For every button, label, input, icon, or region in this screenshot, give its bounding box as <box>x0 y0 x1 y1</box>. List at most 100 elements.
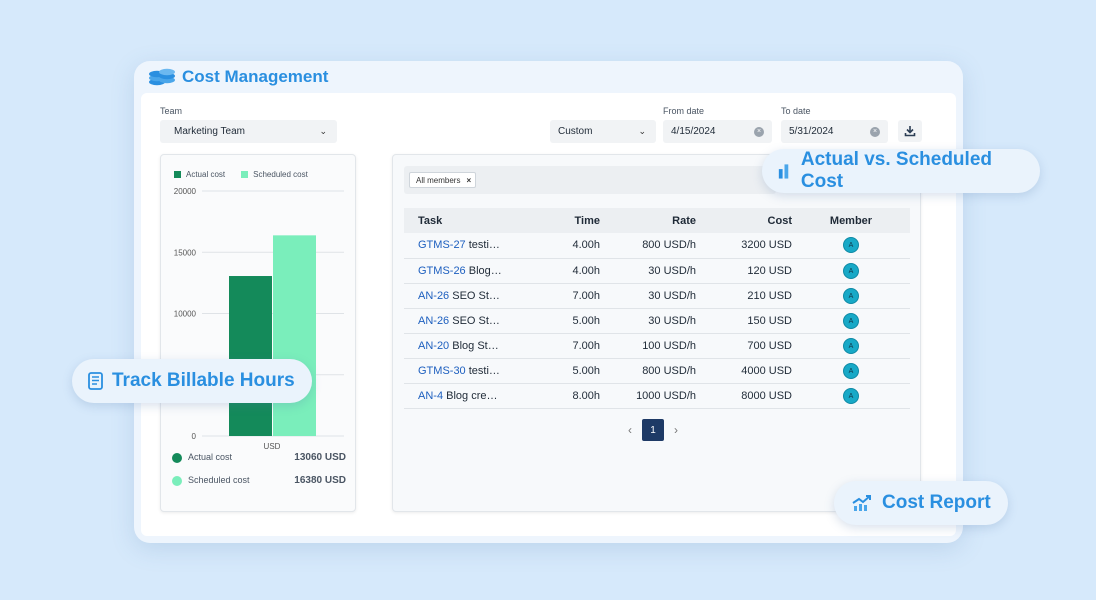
col-time[interactable]: Time <box>516 208 600 233</box>
team-select[interactable]: Marketing Team ⌄ <box>160 120 337 143</box>
task-key-link[interactable]: GTMS-27 <box>418 239 466 252</box>
from-date-input[interactable]: 4/15/2024 × <box>663 120 772 143</box>
callout-cost-report-text: Cost Report <box>882 492 991 513</box>
table-row[interactable]: GTMS-27 testi… 4.00h 800 USD/h 3200 USD A <box>404 233 910 259</box>
table-row[interactable]: AN-26 SEO St… 7.00h 30 USD/h 210 USD A <box>404 283 910 309</box>
col-cost[interactable]: Cost <box>696 208 792 233</box>
avatar[interactable]: A <box>843 262 859 279</box>
actual-dot <box>172 452 182 463</box>
rate-cell: 30 USD/h <box>600 258 696 284</box>
avatar[interactable]: A <box>843 362 859 379</box>
bar-scheduled-cost[interactable] <box>273 235 316 436</box>
y-tick-label: 20000 <box>174 187 197 196</box>
task-name: Blog St… <box>452 339 499 352</box>
task-cell[interactable]: AN-26 SEO St… <box>404 283 516 309</box>
avatar[interactable]: A <box>843 337 859 354</box>
avatar[interactable]: A <box>843 312 859 329</box>
scheduled-dot <box>172 475 182 486</box>
legend-actual-label: Actual cost <box>186 170 226 179</box>
chart-legend-top: Actual cost Scheduled cost <box>174 170 308 179</box>
task-name: Blog cre… <box>446 389 498 402</box>
task-key-link[interactable]: AN-26 <box>418 314 450 327</box>
total-actual-row: Actual cost 13060 USD <box>172 452 346 463</box>
pagination: ‹ 1 › <box>628 419 678 441</box>
task-cell[interactable]: GTMS-27 testi… <box>404 233 516 259</box>
y-tick-label: 0 <box>192 432 197 441</box>
next-page-icon[interactable]: › <box>674 423 678 437</box>
task-key-link[interactable]: AN-4 <box>418 389 444 402</box>
app-title: Cost Management <box>148 66 328 88</box>
member-cell: A <box>792 383 910 409</box>
y-tick-label: 10000 <box>174 310 197 319</box>
time-cell: 7.00h <box>516 283 600 309</box>
x-axis-label: USD <box>264 442 281 451</box>
member-cell: A <box>792 283 910 309</box>
task-name: SEO St… <box>452 314 500 327</box>
task-key-link[interactable]: GTMS-30 <box>418 364 466 377</box>
table-row[interactable]: AN-20 Blog St… 7.00h 100 USD/h 700 USD A <box>404 333 910 359</box>
member-cell: A <box>792 308 910 334</box>
member-cell: A <box>792 333 910 359</box>
trend-up-icon <box>852 495 871 511</box>
to-date-label: To date <box>781 106 811 116</box>
callout-track-billable: Track Billable Hours <box>72 359 312 403</box>
legend-actual[interactable]: Actual cost <box>174 170 225 179</box>
task-cell[interactable]: AN-20 Blog St… <box>404 333 516 359</box>
to-date-input[interactable]: 5/31/2024 × <box>781 120 888 143</box>
cost-cell: 120 USD <box>696 258 792 284</box>
task-key-link[interactable]: GTMS-26 <box>418 264 466 277</box>
task-name: Blog… <box>468 264 502 277</box>
total-scheduled-label: Scheduled cost <box>188 475 250 486</box>
from-date-value: 4/15/2024 <box>671 126 716 137</box>
cost-cell: 3200 USD <box>696 233 792 259</box>
task-key-link[interactable]: AN-20 <box>418 339 450 352</box>
receipt-icon <box>88 372 103 390</box>
cost-cell: 4000 USD <box>696 358 792 384</box>
team-select-value: Marketing Team <box>174 126 245 137</box>
task-cell[interactable]: AN-4 Blog cre… <box>404 383 516 409</box>
avatar[interactable]: A <box>843 387 859 404</box>
app-title-text: Cost Management <box>182 67 329 86</box>
task-cell[interactable]: AN-26 SEO St… <box>404 308 516 334</box>
download-button[interactable] <box>898 120 922 142</box>
team-label: Team <box>160 106 183 116</box>
members-chip[interactable]: All members × <box>409 172 477 188</box>
page-1-button[interactable]: 1 <box>642 419 664 441</box>
rate-cell: 800 USD/h <box>600 358 696 384</box>
table-row[interactable]: AN-4 Blog cre… 8.00h 1000 USD/h 8000 USD A <box>404 383 910 409</box>
member-cell: A <box>792 258 910 284</box>
clear-icon[interactable]: × <box>870 126 880 137</box>
members-chip-label: All members <box>416 175 461 185</box>
cost-cell: 150 USD <box>696 308 792 334</box>
tasks-table: Task Time Rate Cost Member GTMS-27 testi… <box>404 208 910 409</box>
table-row[interactable]: GTMS-30 testi… 5.00h 800 USD/h 4000 USD A <box>404 358 910 384</box>
bar-chart-icon <box>778 164 789 179</box>
chevron-down-icon: ⌄ <box>319 126 327 136</box>
total-scheduled-value: 16380 USD <box>294 475 346 486</box>
remove-chip-icon[interactable]: × <box>466 175 472 185</box>
avatar[interactable]: A <box>843 287 859 304</box>
total-scheduled-row: Scheduled cost 16380 USD <box>172 475 346 486</box>
time-cell: 5.00h <box>516 358 600 384</box>
legend-scheduled[interactable]: Scheduled cost <box>241 170 308 179</box>
prev-page-icon[interactable]: ‹ <box>628 423 632 437</box>
range-select[interactable]: Custom ⌄ <box>550 120 656 143</box>
col-task[interactable]: Task <box>404 208 516 233</box>
task-key-link[interactable]: AN-26 <box>418 289 450 302</box>
table-row[interactable]: AN-26 SEO St… 5.00h 30 USD/h 150 USD A <box>404 308 910 334</box>
callout-track-billable-text: Track Billable Hours <box>112 370 295 391</box>
task-cell[interactable]: GTMS-30 testi… <box>404 358 516 384</box>
bar-actual-cost[interactable] <box>229 276 272 436</box>
col-member[interactable]: Member <box>792 208 910 233</box>
col-rate[interactable]: Rate <box>600 208 696 233</box>
task-cell[interactable]: GTMS-26 Blog… <box>404 258 516 284</box>
task-name: testi… <box>468 239 500 252</box>
chevron-down-icon: ⌄ <box>638 126 646 136</box>
time-cell: 5.00h <box>516 308 600 334</box>
task-name: SEO St… <box>452 289 500 302</box>
coins-stack-icon <box>149 68 175 86</box>
from-date-label: From date <box>663 106 705 116</box>
table-row[interactable]: GTMS-26 Blog… 4.00h 30 USD/h 120 USD A <box>404 258 910 284</box>
avatar[interactable]: A <box>843 237 859 254</box>
clear-icon[interactable]: × <box>754 126 764 137</box>
